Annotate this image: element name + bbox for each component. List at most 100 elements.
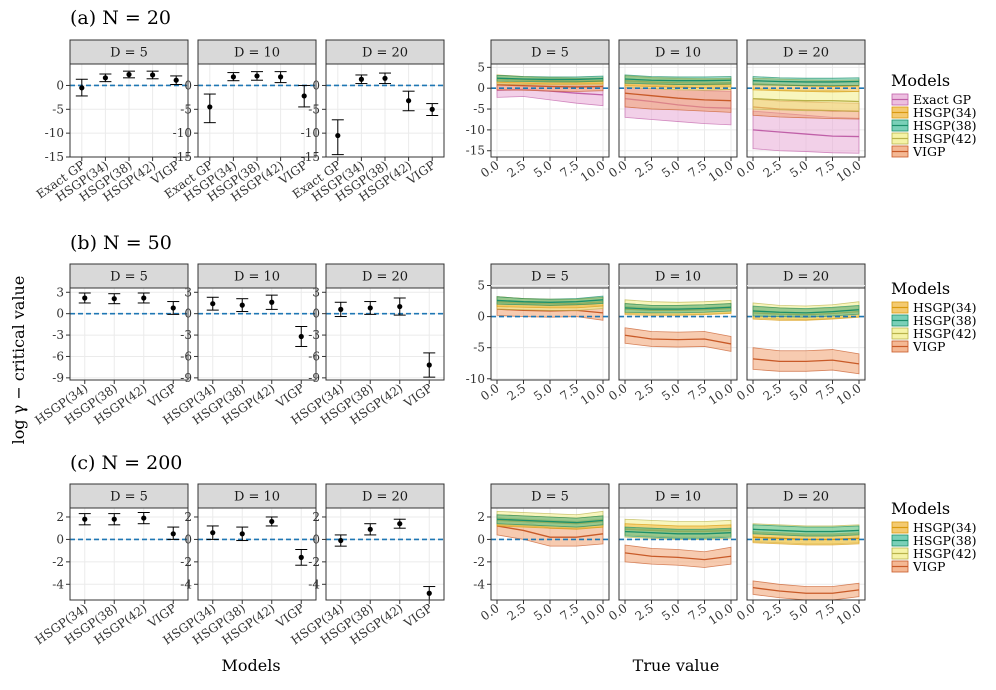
strip-label: D = 10 (234, 46, 280, 61)
legend: Models HSGP(34)HSGP(38)HSGP(42)VIGP (891, 499, 977, 574)
point-estimate (207, 104, 213, 110)
x-tick-label: 2.5 (761, 381, 785, 403)
y-tick-label: -4 (308, 577, 320, 591)
x-tick-label: 10.0 (834, 601, 864, 628)
y-tick-label: 2 (477, 510, 485, 524)
point-estimate (269, 299, 275, 305)
legend-label: HSGP(34) (913, 520, 977, 535)
y-tick-label: 0 (184, 532, 192, 546)
y-tick-label: -2 (52, 555, 64, 569)
x-tick-label: 5.0 (659, 601, 683, 623)
point-estimate (338, 306, 344, 312)
point-estimate (298, 333, 304, 340)
x-tick-label: VIGP (401, 601, 435, 631)
y-tick-label: -3 (52, 328, 64, 342)
band-hsgp-38- (496, 74, 604, 83)
point-estimate (358, 76, 364, 82)
y-tick-label: 5 (477, 279, 485, 293)
legend-label: VIGP (912, 144, 945, 159)
chart-row-a: (a) N = 20 D = 5 0 -5 -10 -15 Exact GPHSGP(34)… (34, 7, 977, 204)
y-tick-label: -2 (308, 555, 320, 569)
mean-line (624, 530, 732, 535)
y-tick-label: 0 (477, 81, 485, 95)
y-tick-label: 0 (312, 307, 320, 321)
point-estimate (79, 85, 85, 91)
panel-border (69, 507, 189, 601)
x-tick-label: 5.0 (531, 601, 555, 623)
point-estimate (367, 526, 373, 532)
point-estimate (126, 71, 132, 78)
strip-label: D = 10 (234, 490, 280, 505)
y-tick-label: 0 (56, 78, 64, 92)
x-tick-label: 5.0 (531, 381, 555, 403)
mean-line (624, 552, 732, 561)
legend: Models Exact GPHSGP(34)HSGP(38)HSGP(42)VI… (891, 71, 977, 159)
point-estimate (102, 75, 108, 81)
y-tick-label: 0 (312, 532, 320, 546)
panel-border (197, 287, 317, 381)
point-estimate (111, 296, 117, 302)
x-tick-label: 0.0 (734, 601, 758, 623)
point-estimate (141, 295, 147, 301)
strip-label: D = 10 (655, 46, 701, 61)
point-estimate (239, 302, 245, 308)
y-tick-label: -9 (52, 371, 64, 385)
chart-row-c: (c) N = 200 D = 5 2 0 -2 -4 HSGP(34)HSGP(38)HS… (32, 452, 976, 647)
point-estimate (269, 518, 275, 525)
strip-label: D = 5 (110, 490, 148, 505)
y-tick-label: -10 (466, 123, 485, 137)
x-axis-title-models: Models (221, 656, 280, 675)
band-vigp (624, 544, 732, 568)
legend-label: HSGP(42) (913, 546, 977, 561)
y-tick-label: 0 (477, 310, 485, 324)
x-tick-label: 7.5 (558, 381, 582, 403)
point-estimate (301, 93, 307, 99)
x-tick-label: VIGP (401, 381, 435, 411)
panel-border (325, 507, 445, 601)
y-tick-label: 2 (312, 510, 320, 524)
panel-background (198, 288, 316, 380)
strip-label: D = 5 (531, 270, 569, 285)
point-estimate (170, 531, 176, 537)
legend-label: HSGP(38) (913, 313, 977, 328)
y-tick-label: 0 (184, 307, 192, 321)
x-tick-label: 2.5 (761, 601, 785, 623)
strip-label: D = 5 (531, 46, 569, 61)
y-tick-label: 5 (477, 60, 485, 74)
x-tick-label: 5.0 (787, 158, 811, 180)
y-tick-label: -10 (45, 126, 64, 140)
x-tick-label: 7.5 (814, 601, 838, 623)
mean-line (752, 80, 860, 83)
y-tick-label: -15 (173, 150, 192, 164)
y-tick-label: -5 (308, 102, 320, 116)
y-tick-label: -5 (473, 341, 485, 355)
mean-line (496, 518, 604, 524)
x-tick-label: 10.0 (706, 158, 736, 185)
strip-label: D = 5 (531, 490, 569, 505)
panel-strip (325, 263, 445, 289)
strip-label: D = 10 (655, 490, 701, 505)
legend-title: Models (891, 499, 950, 518)
panel-strip (325, 39, 445, 65)
x-tick-label: 5.0 (787, 601, 811, 623)
panel-background (326, 288, 444, 380)
x-axis-title-true-value: True value (633, 656, 720, 675)
y-tick-label: -15 (301, 150, 320, 164)
panel-strip (69, 263, 189, 289)
mean-line (624, 92, 732, 102)
point-estimate (397, 521, 403, 527)
y-tick-label: -9 (308, 371, 320, 385)
legend-label: Exact GP (913, 92, 971, 107)
x-tick-label: 7.5 (558, 158, 582, 180)
legend-title: Models (891, 71, 950, 90)
y-tick-label: -10 (173, 126, 192, 140)
y-tick-label: 2 (184, 510, 192, 524)
y-tick-label: -9 (180, 371, 192, 385)
y-tick-label: -5 (180, 102, 192, 116)
point-estimate (173, 77, 179, 83)
band-panel: D = 10 0.0 2.5 5.0 7.510.0 (606, 263, 738, 408)
mean-line (496, 299, 604, 303)
band-hsgp-38- (624, 303, 732, 314)
